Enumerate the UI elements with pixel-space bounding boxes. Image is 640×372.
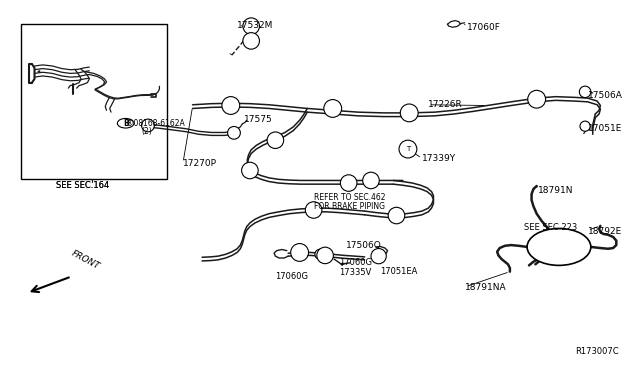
Text: 17051EA: 17051EA	[381, 267, 418, 276]
Ellipse shape	[228, 126, 241, 139]
Ellipse shape	[222, 97, 240, 115]
Ellipse shape	[363, 172, 380, 189]
Text: 17060G: 17060G	[275, 272, 308, 281]
Text: SEE SEC.223: SEE SEC.223	[524, 223, 577, 232]
Ellipse shape	[388, 207, 404, 224]
Bar	[20, 23, 167, 179]
Text: 17270P: 17270P	[183, 159, 217, 169]
Ellipse shape	[242, 162, 258, 179]
Ellipse shape	[291, 244, 308, 262]
Text: FRONT: FRONT	[70, 249, 102, 272]
Ellipse shape	[399, 140, 417, 158]
Ellipse shape	[371, 248, 387, 264]
Ellipse shape	[305, 202, 322, 218]
Text: 17506Q: 17506Q	[346, 241, 381, 250]
Circle shape	[527, 228, 591, 265]
Ellipse shape	[400, 104, 418, 122]
Ellipse shape	[141, 119, 154, 132]
Text: 17532M: 17532M	[237, 21, 273, 30]
Text: REFER TO SEC.462: REFER TO SEC.462	[314, 193, 385, 202]
Text: 17060F: 17060F	[467, 23, 500, 32]
Text: 17051E: 17051E	[588, 124, 622, 133]
Text: 17060G: 17060G	[339, 258, 372, 267]
Text: 17335V: 17335V	[339, 268, 371, 277]
Text: 18792E: 18792E	[588, 227, 622, 235]
Text: FOR BRAKE PIPING: FOR BRAKE PIPING	[314, 202, 385, 211]
Text: 17575: 17575	[244, 115, 272, 124]
Text: T: T	[406, 146, 410, 152]
Text: B: B	[123, 119, 129, 128]
Text: SEE SEC.164: SEE SEC.164	[56, 181, 109, 190]
Text: 18791NA: 18791NA	[465, 283, 507, 292]
Text: 17339Y: 17339Y	[422, 154, 456, 163]
Text: ®08168-6162A: ®08168-6162A	[125, 119, 184, 128]
Text: 17506A: 17506A	[588, 91, 623, 100]
Text: SEE SEC.164: SEE SEC.164	[56, 181, 109, 190]
Text: 18791N: 18791N	[538, 186, 573, 195]
Ellipse shape	[340, 175, 357, 191]
Circle shape	[117, 118, 134, 128]
Ellipse shape	[267, 132, 284, 148]
Ellipse shape	[315, 249, 325, 259]
Ellipse shape	[579, 86, 591, 97]
Ellipse shape	[528, 90, 545, 108]
Text: (2): (2)	[141, 127, 152, 136]
Ellipse shape	[317, 247, 333, 264]
Text: 17226R: 17226R	[428, 100, 463, 109]
Text: R173007C: R173007C	[575, 347, 618, 356]
Ellipse shape	[324, 100, 342, 117]
Ellipse shape	[243, 33, 259, 49]
Ellipse shape	[243, 18, 259, 34]
Ellipse shape	[580, 121, 590, 131]
